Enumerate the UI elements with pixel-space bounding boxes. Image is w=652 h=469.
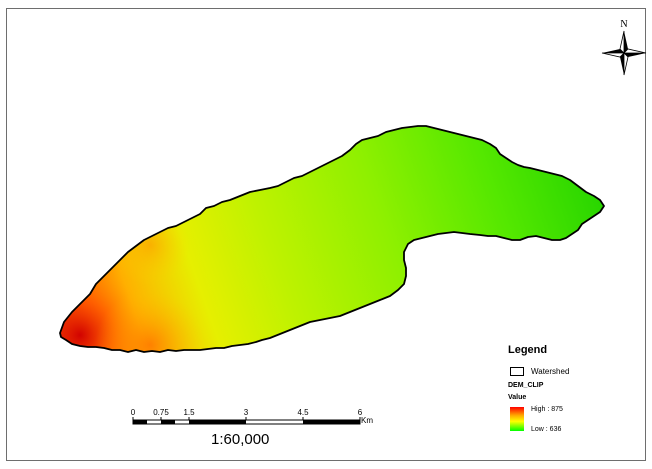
watershed-boundary [59, 125, 605, 353]
dem-raster [60, 126, 604, 352]
watershed-swatch-icon [510, 367, 524, 376]
legend-title: Legend [508, 344, 548, 356]
legend-low-label: Low : 636 [531, 426, 562, 433]
elevation-color-ramp [510, 407, 524, 431]
scale-tick-label: 0.75 [153, 408, 169, 417]
legend-watershed-label: Watershed [531, 367, 570, 376]
scale-tick-label: 0 [130, 408, 136, 417]
north-label: N [620, 19, 627, 30]
scale-tick-label: 6 [357, 408, 363, 417]
scale-tick-label: 4.5 [297, 408, 309, 417]
scale-tick-label: 3 [243, 408, 249, 417]
legend-high-label: High : 875 [531, 406, 563, 413]
scale-unit: Km [361, 416, 373, 425]
legend-layer-name: DEM_CLIP [508, 382, 544, 389]
scale-tick-label: 1.5 [183, 408, 195, 417]
scale-ratio: 1:60,000 [211, 431, 270, 448]
legend-value-label: Value [508, 394, 527, 401]
north-arrow-icon [601, 30, 647, 76]
scale-bar [132, 417, 361, 425]
